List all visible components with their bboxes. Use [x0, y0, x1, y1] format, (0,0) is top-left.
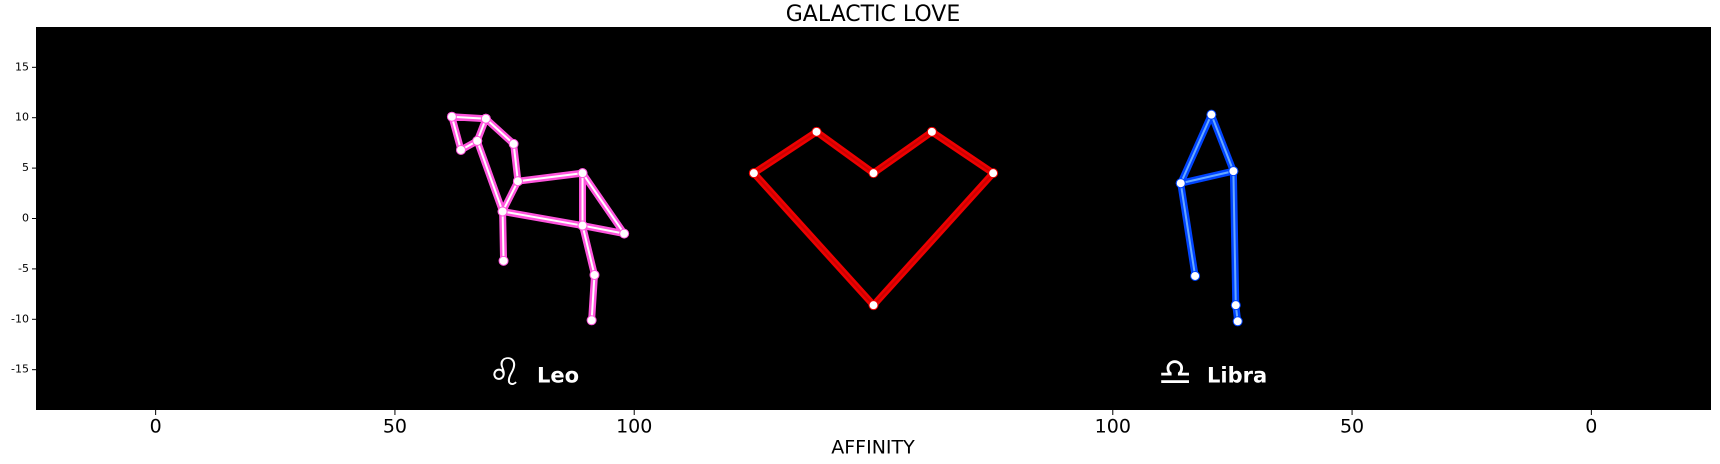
- star: [926, 126, 937, 137]
- star: [1228, 166, 1239, 177]
- y-tick-label: -10: [11, 312, 29, 325]
- star: [811, 126, 822, 137]
- x-tick-label: 50: [1340, 416, 1364, 438]
- star: [1175, 178, 1186, 189]
- y-tick-label: 15: [15, 60, 29, 73]
- star: [497, 206, 508, 217]
- x-tick-label: 50: [383, 416, 407, 438]
- star: [446, 111, 457, 122]
- x-axis-label: AFFINITY: [831, 437, 915, 459]
- star: [508, 138, 519, 149]
- plot-area: [36, 27, 1711, 410]
- star: [988, 168, 999, 179]
- star: [498, 255, 509, 266]
- star: [577, 168, 588, 179]
- star: [619, 228, 630, 239]
- star: [577, 220, 588, 231]
- y-tick-label: 5: [22, 161, 29, 174]
- x-tick-label: 100: [616, 416, 652, 438]
- x-tick-label: 0: [150, 416, 162, 438]
- star: [480, 113, 491, 124]
- star: [586, 315, 597, 326]
- annotation-text: Leo: [537, 364, 579, 388]
- star: [512, 176, 523, 187]
- star: [868, 300, 879, 311]
- chart-title: GALACTIC LOVE: [786, 2, 961, 27]
- annotation-text: Libra: [1207, 364, 1267, 388]
- x-tick-label: 100: [1095, 416, 1131, 438]
- star: [868, 168, 879, 179]
- annotation-symbol: ♎: [1158, 350, 1192, 394]
- star: [1190, 270, 1201, 281]
- y-tick-label: 0: [22, 212, 29, 225]
- star: [472, 135, 483, 146]
- star: [589, 269, 600, 280]
- y-tick-label: 10: [15, 111, 29, 124]
- y-tick-label: -5: [18, 262, 29, 275]
- annotation-symbol: ♌: [488, 350, 522, 394]
- star: [1206, 109, 1217, 120]
- star: [1232, 316, 1243, 327]
- y-tick-label: -15: [11, 363, 29, 376]
- star: [748, 168, 759, 179]
- star: [1230, 300, 1241, 311]
- star: [455, 144, 466, 155]
- x-tick-label: 0: [1585, 416, 1597, 438]
